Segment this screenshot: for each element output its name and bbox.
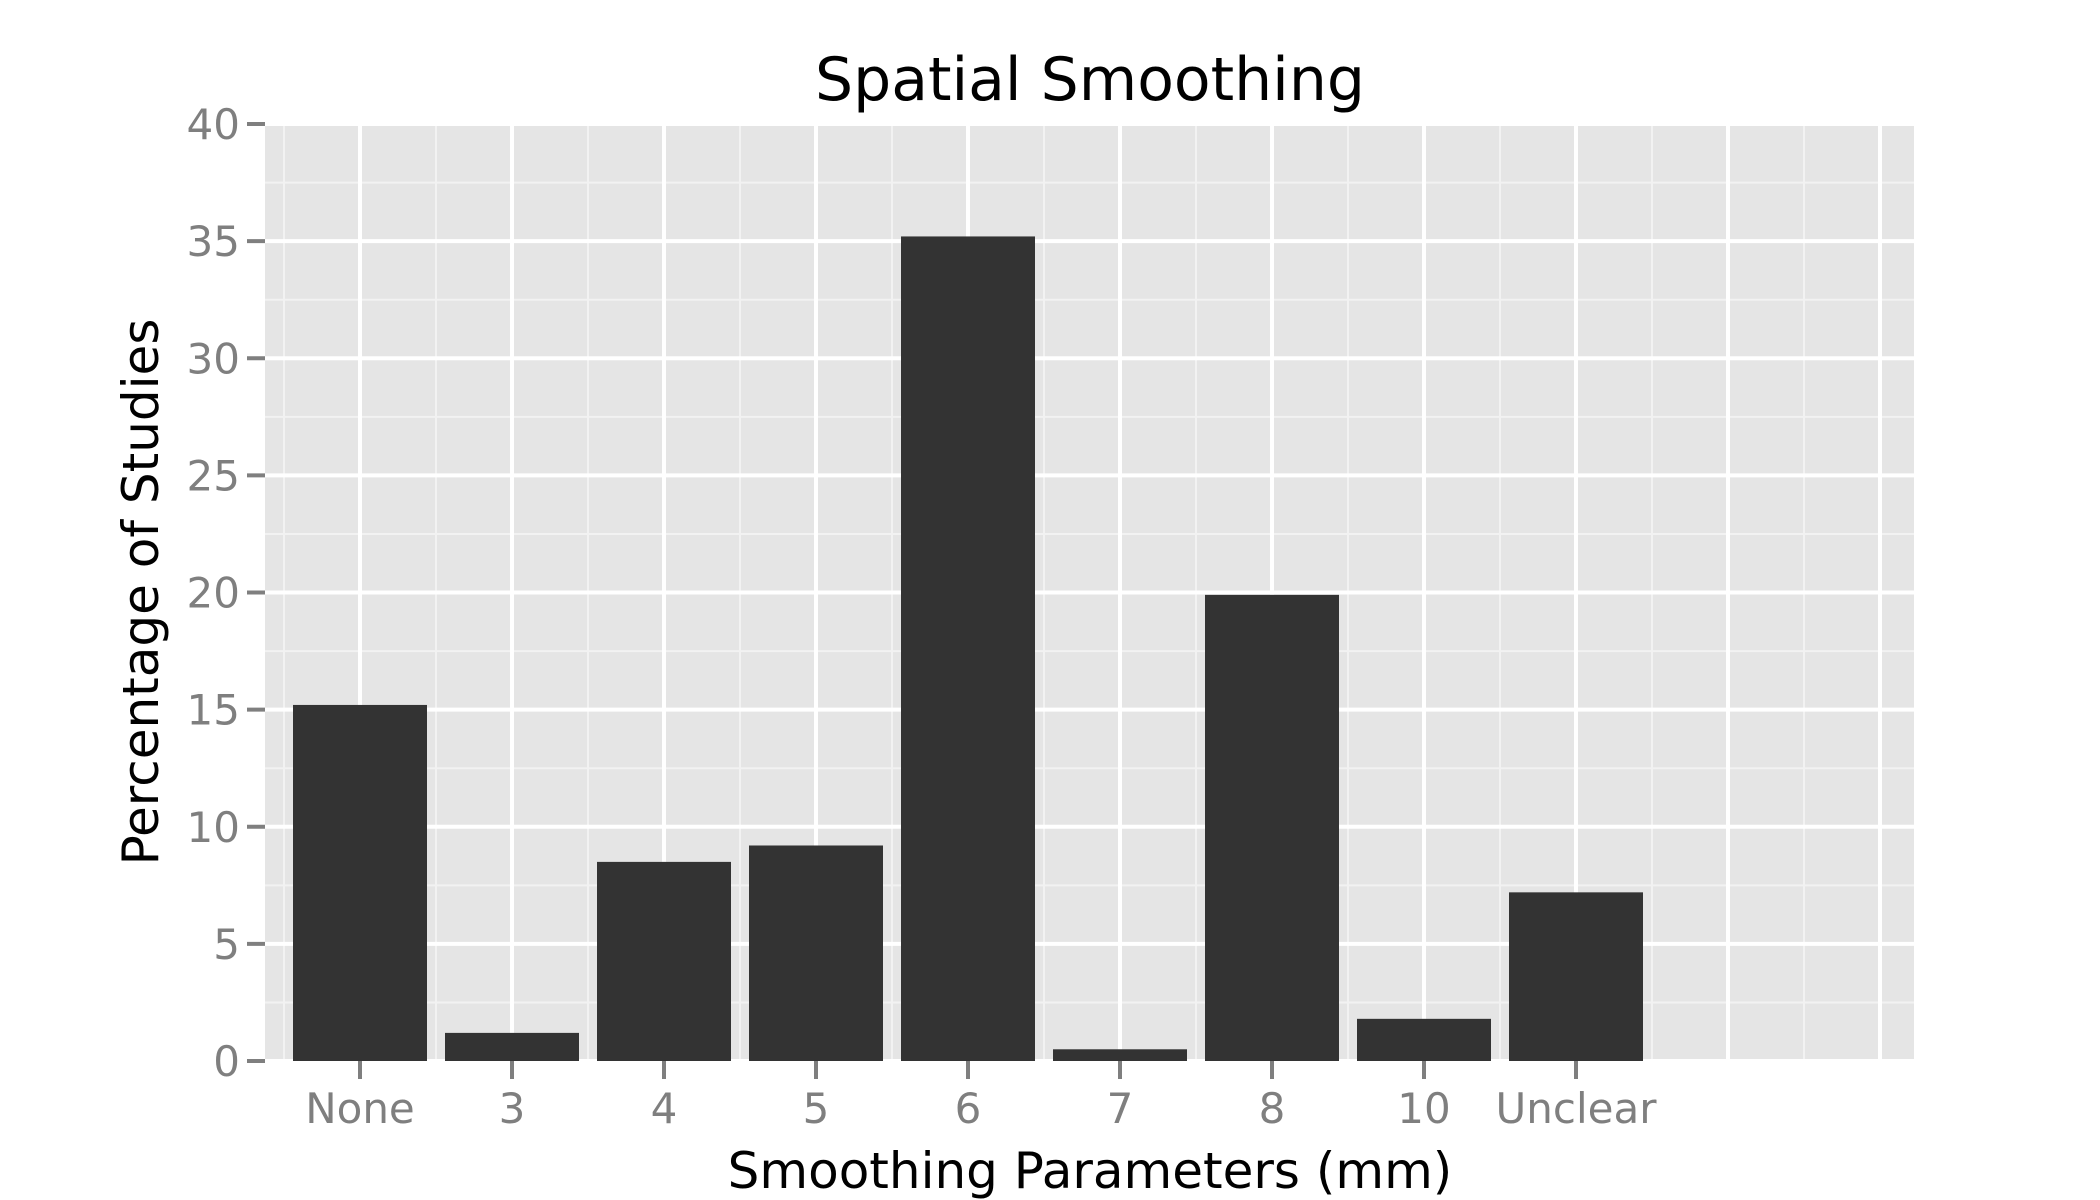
bar-4 (597, 861, 731, 1061)
y-axis: 0 5 10 15 20 25 30 35 40 (187, 100, 265, 1086)
x-tick-label: 4 (651, 1084, 678, 1133)
y-axis-title: Percentage of Studies (112, 319, 170, 866)
chart-title: Spatial Smoothing (815, 45, 1365, 115)
x-tick-label: 6 (955, 1084, 982, 1133)
bar-10 (1357, 1018, 1491, 1061)
x-tick-label: 10 (1397, 1084, 1450, 1133)
x-tick-label: 7 (1107, 1084, 1134, 1133)
bar-3 (445, 1032, 579, 1061)
y-tick-label: 30 (187, 334, 240, 383)
x-tick-label: None (305, 1084, 415, 1133)
y-tick-label: 0 (213, 1037, 240, 1086)
y-tick-label: 5 (213, 920, 240, 969)
x-tick-label: Unclear (1496, 1084, 1658, 1133)
y-tick-label: 20 (187, 569, 240, 618)
x-tick-label: 8 (1259, 1084, 1286, 1133)
bar-6 (901, 236, 1035, 1061)
bar-unclear (1509, 892, 1643, 1061)
bar-8 (1205, 594, 1339, 1061)
bar-none (293, 704, 427, 1061)
x-axis-title: Smoothing Parameters (mm) (728, 1142, 1453, 1200)
bar-7 (1053, 1049, 1187, 1061)
y-tick-label: 35 (187, 217, 240, 266)
y-tick-label: 15 (187, 686, 240, 735)
x-tick-label: 3 (499, 1084, 526, 1133)
bars (293, 236, 1643, 1061)
y-tick-label: 25 (187, 451, 240, 500)
x-tick-label: 5 (803, 1084, 830, 1133)
bar-5 (749, 845, 883, 1061)
y-tick-label: 10 (187, 803, 240, 852)
x-axis: None 3 4 5 6 7 8 10 Unclear (305, 1061, 1657, 1133)
y-tick-label: 40 (187, 100, 240, 149)
